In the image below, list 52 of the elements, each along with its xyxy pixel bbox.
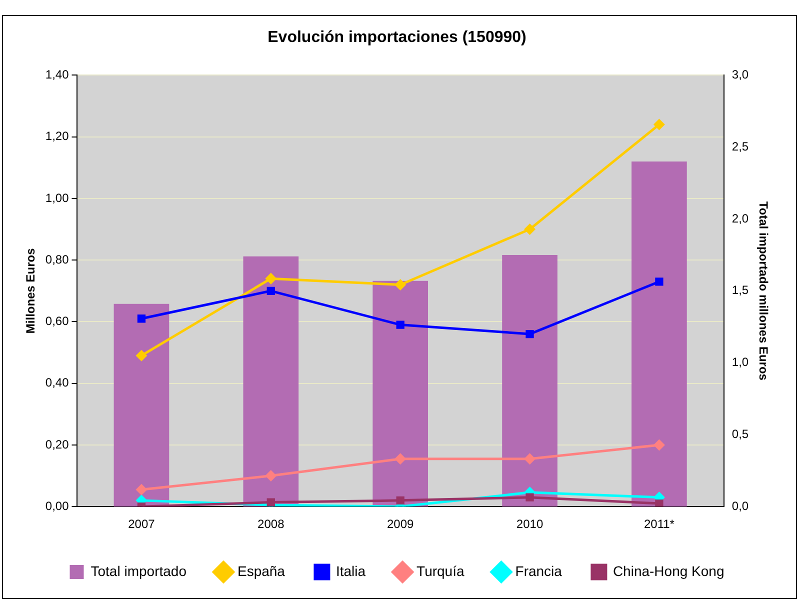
x-tick-label: 2011* (644, 517, 675, 532)
point (526, 493, 534, 502)
y2-tick-label: 1,5 (732, 283, 749, 298)
bar (372, 280, 428, 507)
point (136, 350, 147, 361)
legend-label: Italia (336, 562, 366, 579)
x-tick-label: 2010 (516, 517, 544, 532)
x-tick-label: 2009 (386, 517, 414, 532)
bar (114, 304, 170, 507)
y-tick-label: 0,60 (45, 314, 70, 328)
y2-tick-label: 3,0 (732, 68, 749, 82)
y2-tick-label: 2,5 (732, 139, 749, 154)
y-tick-label: 0,20 (45, 437, 70, 452)
y2-tick-label: 0,5 (732, 427, 749, 442)
bar (502, 254, 558, 507)
y-axis-title: Millones Euros (24, 248, 38, 334)
point (654, 440, 664, 450)
y-tick-label: 1,00 (45, 190, 70, 205)
y-tick-label: 1,20 (45, 129, 70, 144)
bar (632, 161, 687, 507)
legend-label: España (237, 562, 286, 579)
point (524, 454, 536, 464)
point (655, 278, 664, 286)
x-tick-label: 2008 (258, 517, 285, 532)
y-tick-label: 0,00 (45, 498, 70, 513)
point (266, 286, 275, 295)
point (136, 484, 147, 495)
y-tick-label: 1,40 (45, 68, 70, 82)
y2-axis-title: Total importado millones Euros (756, 201, 770, 381)
y2-tick-label: 1,0 (732, 355, 749, 370)
point (137, 314, 146, 323)
point (266, 273, 276, 284)
y-tick-label: 0,40 (45, 376, 70, 390)
bar (243, 256, 299, 507)
point (395, 279, 406, 290)
legend-label: Total importado (90, 562, 187, 579)
point (396, 496, 404, 505)
point (526, 330, 534, 338)
chart-title: Evolución importaciones (150990) (268, 29, 526, 46)
x-tick-label: 2007 (128, 517, 156, 532)
point (654, 119, 664, 130)
point (655, 499, 664, 507)
legend-label: Turquía (416, 562, 464, 579)
y-tick-label: 0,80 (45, 252, 70, 266)
legend-label: China-Hong Kong (612, 562, 724, 579)
y2-tick-label: 2,0 (732, 211, 749, 226)
point (396, 320, 404, 329)
point (395, 454, 406, 464)
point (266, 470, 276, 482)
point (524, 224, 536, 235)
legend-label: Francia (515, 562, 562, 579)
y2-tick-label: 0,0 (732, 498, 749, 513)
